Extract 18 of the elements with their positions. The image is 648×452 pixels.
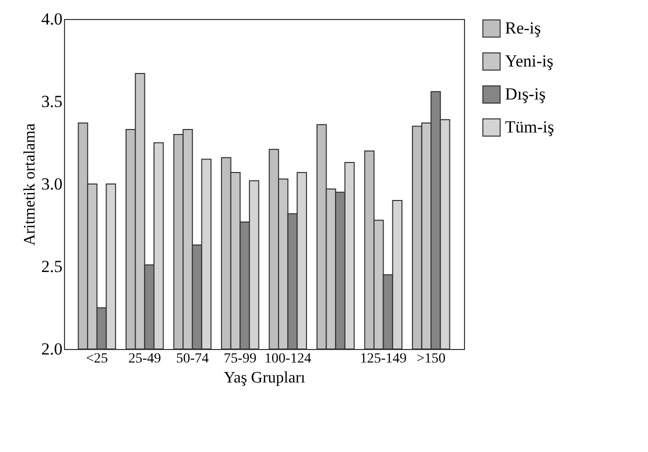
- x-axis-title: Yaş Grupları: [224, 370, 306, 386]
- y-axis-title: Aritmetik ortalama: [21, 123, 38, 246]
- legend-label: Re-iş: [505, 18, 541, 38]
- y-tick-label: 3.0: [41, 174, 62, 194]
- y-tick-label: 2.0: [41, 340, 62, 358]
- legend-label: Yeni-iş: [505, 52, 554, 70]
- x-tick-label: 75-99: [224, 352, 256, 366]
- y-tick-label: 2.5: [41, 257, 62, 276]
- legend-label: Tüm-iş: [505, 118, 554, 136]
- x-tick-label: 125-149: [360, 352, 407, 366]
- y-tick-label: 4.0: [41, 10, 62, 28]
- x-tick-label: 50-74: [176, 352, 209, 366]
- legend-label: Dış-iş: [505, 84, 546, 104]
- x-tick-label: 100-124: [264, 352, 312, 366]
- x-tick-label: >150: [416, 352, 446, 366]
- x-tick-label: <25: [86, 352, 108, 366]
- y-tick-label: 3.5: [41, 92, 62, 111]
- x-tick-label: 25-49: [128, 352, 162, 366]
